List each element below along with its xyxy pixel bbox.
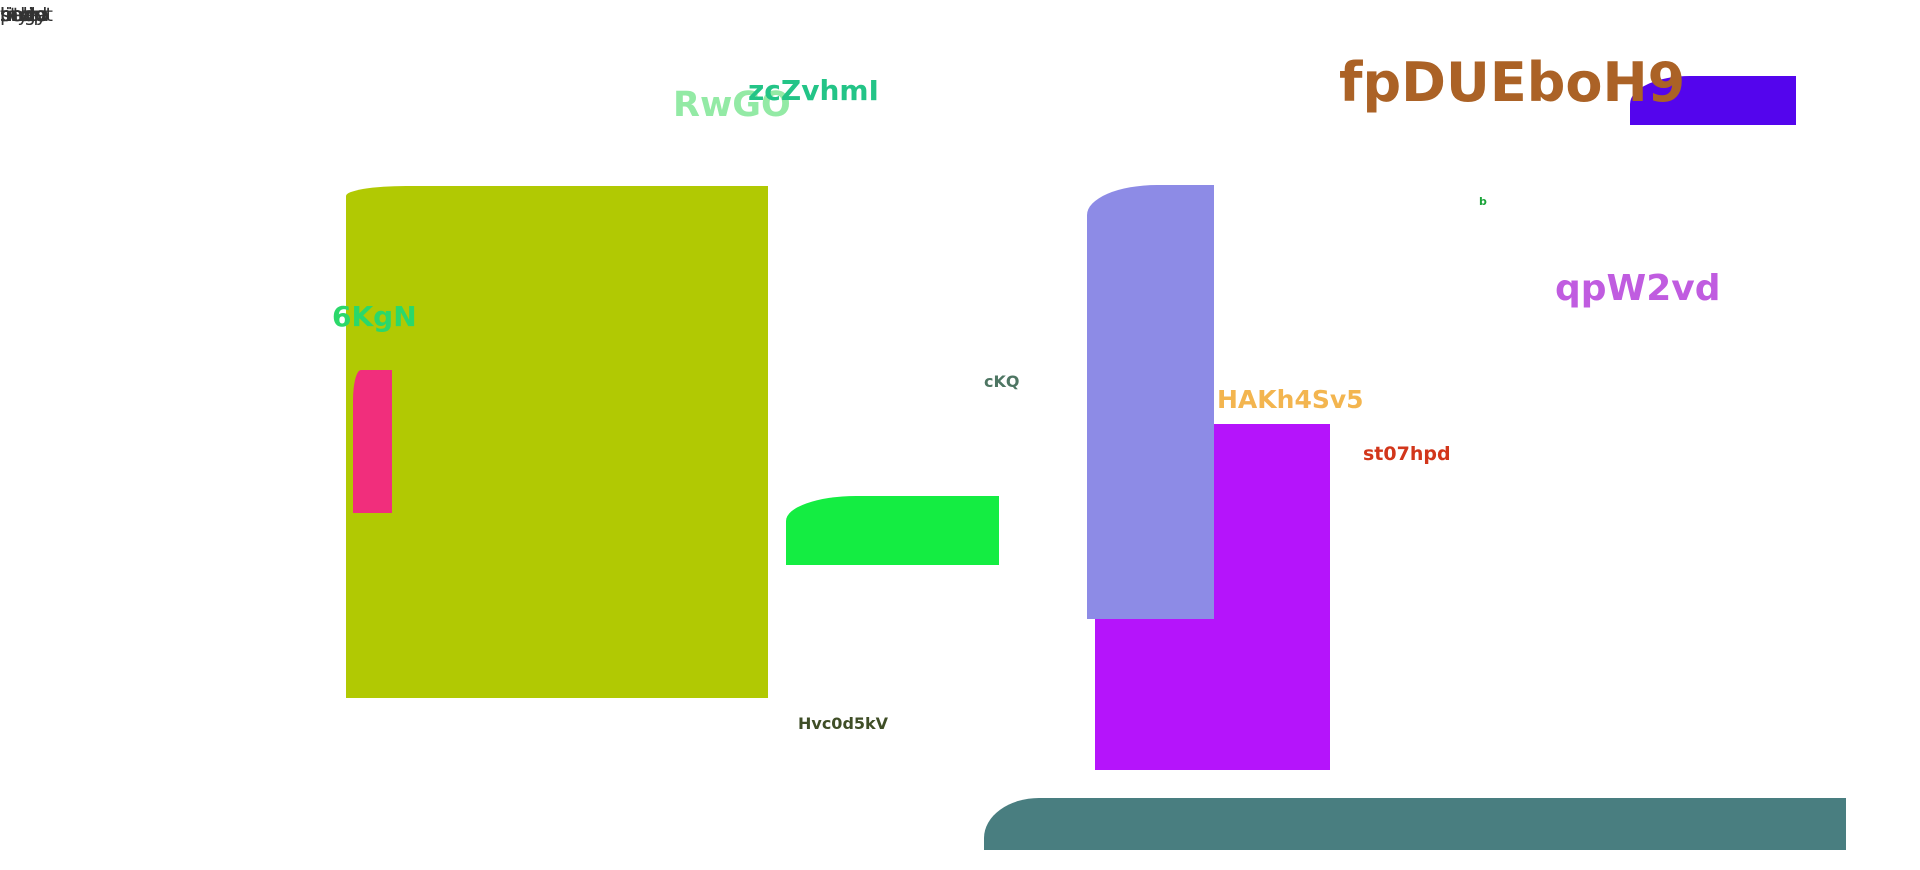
olive-block xyxy=(346,186,768,698)
label-ckq: cKQ xyxy=(984,372,1020,391)
label-hvc0d5kv: Hvc0d5kV xyxy=(798,714,889,733)
label-zczvhmi: zcZvhmI xyxy=(748,74,879,107)
corner-label: page xyxy=(0,4,48,26)
pink-block xyxy=(353,370,392,513)
green-block xyxy=(786,496,999,565)
label-rwgo: RwGO xyxy=(673,85,791,125)
lavender-block xyxy=(1087,185,1214,619)
label-6kgn: 6KgN xyxy=(332,300,417,333)
corner-label: body xyxy=(0,4,47,26)
indigo-block xyxy=(1630,76,1796,125)
teal-block xyxy=(984,798,1846,850)
label-hakh4sv5: HAKh4Sv5 xyxy=(1217,385,1364,414)
label-fpduebohn9: fpDUEboH9 xyxy=(1339,51,1686,114)
corner-label: meta xyxy=(0,4,50,26)
corner-label: title xyxy=(0,4,38,26)
corner-label: head xyxy=(0,4,48,26)
corner-label: style xyxy=(0,4,46,26)
corner-label: link xyxy=(0,4,34,26)
label-b: b xyxy=(1479,195,1487,208)
label-st07hpd: st07hpd xyxy=(1363,443,1451,465)
label-qpw2vd: qpW2vd xyxy=(1555,268,1721,309)
corner-label: script xyxy=(0,4,53,26)
